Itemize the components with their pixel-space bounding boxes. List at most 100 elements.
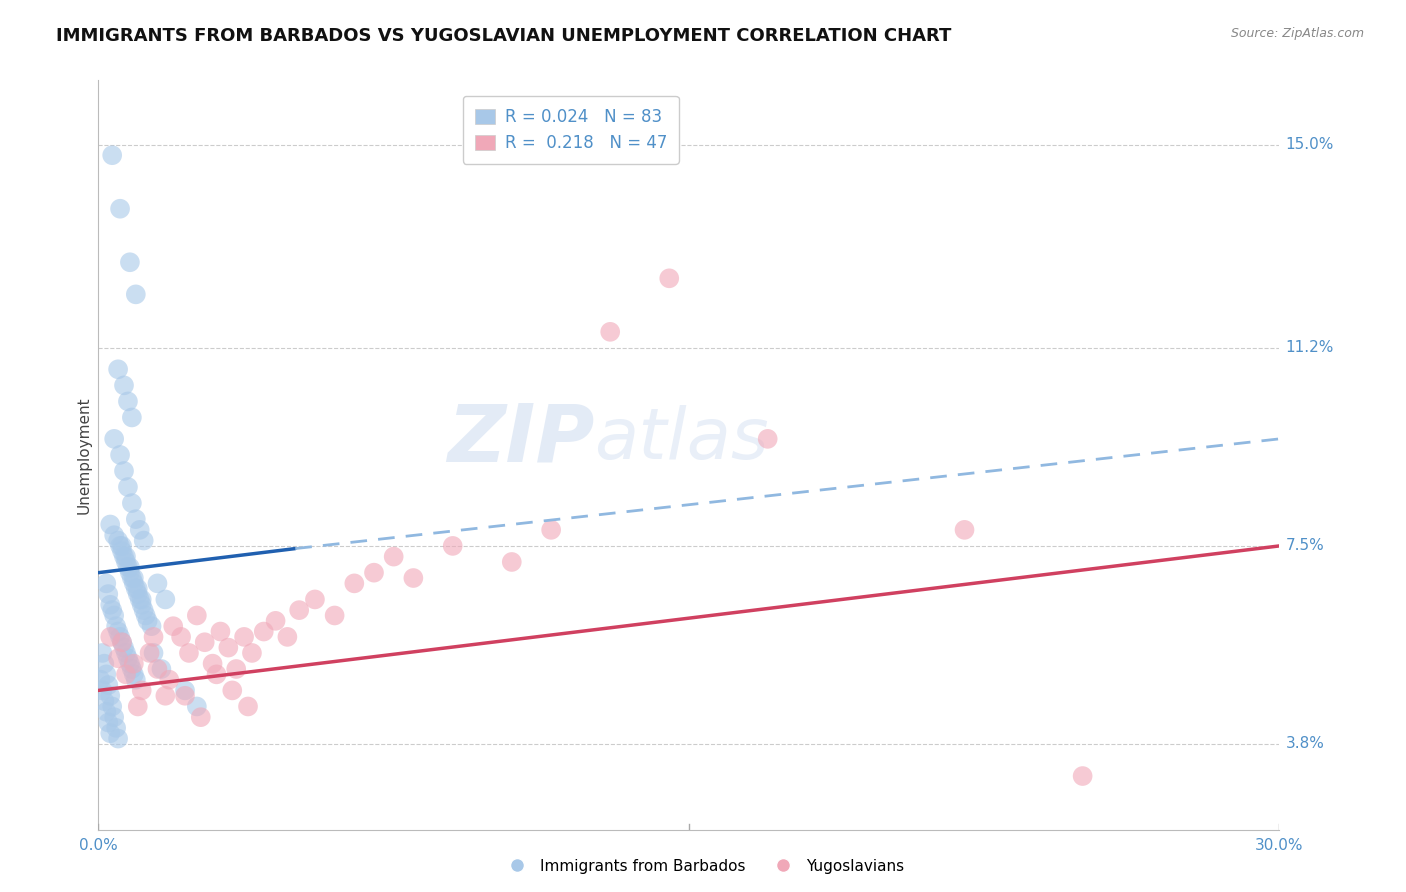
Point <box>138 646 160 660</box>
Point <box>157 673 180 687</box>
Point <box>125 582 148 596</box>
Point <box>253 624 276 639</box>
Point <box>108 202 131 216</box>
Point <box>108 448 131 462</box>
Point <box>658 271 681 285</box>
Point <box>125 673 148 687</box>
Point <box>111 635 134 649</box>
Text: 0.0%: 0.0% <box>79 838 118 853</box>
Point <box>107 362 129 376</box>
Point <box>141 619 163 633</box>
Point <box>118 566 141 580</box>
Point <box>177 646 200 660</box>
Point <box>150 662 173 676</box>
Point <box>107 533 129 548</box>
Point <box>174 689 197 703</box>
Point <box>105 619 128 633</box>
Point <box>142 630 165 644</box>
Point <box>111 539 134 553</box>
Legend: R = 0.024   N = 83, R =  0.218   N = 47: R = 0.024 N = 83, R = 0.218 N = 47 <box>463 96 679 164</box>
Point <box>155 689 177 703</box>
Point <box>97 678 120 692</box>
Point <box>225 662 247 676</box>
Point <box>91 683 114 698</box>
Point <box>98 630 121 644</box>
Text: IMMIGRANTS FROM BARBADOS VS YUGOSLAVIAN UNEMPLOYMENT CORRELATION CHART: IMMIGRANTS FROM BARBADOS VS YUGOSLAVIAN … <box>56 27 952 45</box>
Point <box>108 539 131 553</box>
Point <box>115 549 138 564</box>
Point <box>103 528 125 542</box>
Point <box>136 614 159 628</box>
Point <box>221 683 243 698</box>
Point <box>101 699 124 714</box>
Point <box>125 287 148 301</box>
Point <box>98 598 121 612</box>
Text: Source: ZipAtlas.com: Source: ZipAtlas.com <box>1230 27 1364 40</box>
Point <box>127 582 149 596</box>
Point <box>128 523 150 537</box>
Point <box>441 539 464 553</box>
Point <box>122 576 145 591</box>
Point <box>115 555 138 569</box>
Point <box>170 630 193 644</box>
Point <box>118 255 141 269</box>
Point <box>97 715 120 730</box>
Point <box>756 432 779 446</box>
Point <box>112 640 135 655</box>
Point <box>382 549 405 564</box>
Point <box>131 592 153 607</box>
Point <box>112 549 135 564</box>
Point <box>186 608 208 623</box>
Point <box>101 603 124 617</box>
Point <box>112 378 135 392</box>
Point <box>115 667 138 681</box>
Point <box>162 619 184 633</box>
Point <box>233 630 256 644</box>
Point <box>118 560 141 574</box>
Point <box>121 662 143 676</box>
Point <box>236 699 259 714</box>
Point <box>96 667 118 681</box>
Point <box>174 683 197 698</box>
Point <box>115 646 138 660</box>
Text: atlas: atlas <box>595 406 769 475</box>
Point <box>117 480 139 494</box>
Point <box>131 598 153 612</box>
Point <box>132 603 155 617</box>
Point <box>121 496 143 510</box>
Point <box>93 657 115 671</box>
Text: 15.0%: 15.0% <box>1285 137 1334 152</box>
Point <box>501 555 523 569</box>
Point <box>111 635 134 649</box>
Point <box>127 699 149 714</box>
Legend: Immigrants from Barbados, Yugoslavians: Immigrants from Barbados, Yugoslavians <box>495 853 911 880</box>
Point <box>89 673 111 687</box>
Point <box>201 657 224 671</box>
Point <box>98 726 121 740</box>
Point <box>132 533 155 548</box>
Text: 7.5%: 7.5% <box>1285 539 1324 553</box>
Point <box>107 624 129 639</box>
Text: ZIP: ZIP <box>447 401 595 479</box>
Text: 11.2%: 11.2% <box>1285 341 1334 355</box>
Point <box>304 592 326 607</box>
Text: 30.0%: 30.0% <box>1256 838 1303 853</box>
Point <box>101 148 124 162</box>
Text: 3.8%: 3.8% <box>1285 737 1324 751</box>
Point <box>121 410 143 425</box>
Point <box>142 646 165 660</box>
Point <box>276 630 298 644</box>
Point <box>103 608 125 623</box>
Point <box>540 523 562 537</box>
Point <box>118 657 141 671</box>
Point <box>264 614 287 628</box>
Point <box>98 689 121 703</box>
Point <box>135 608 157 623</box>
Point <box>121 571 143 585</box>
Point <box>599 325 621 339</box>
Point <box>107 651 129 665</box>
Y-axis label: Unemployment: Unemployment <box>76 396 91 514</box>
Point <box>93 694 115 708</box>
Point <box>402 571 425 585</box>
Point <box>103 432 125 446</box>
